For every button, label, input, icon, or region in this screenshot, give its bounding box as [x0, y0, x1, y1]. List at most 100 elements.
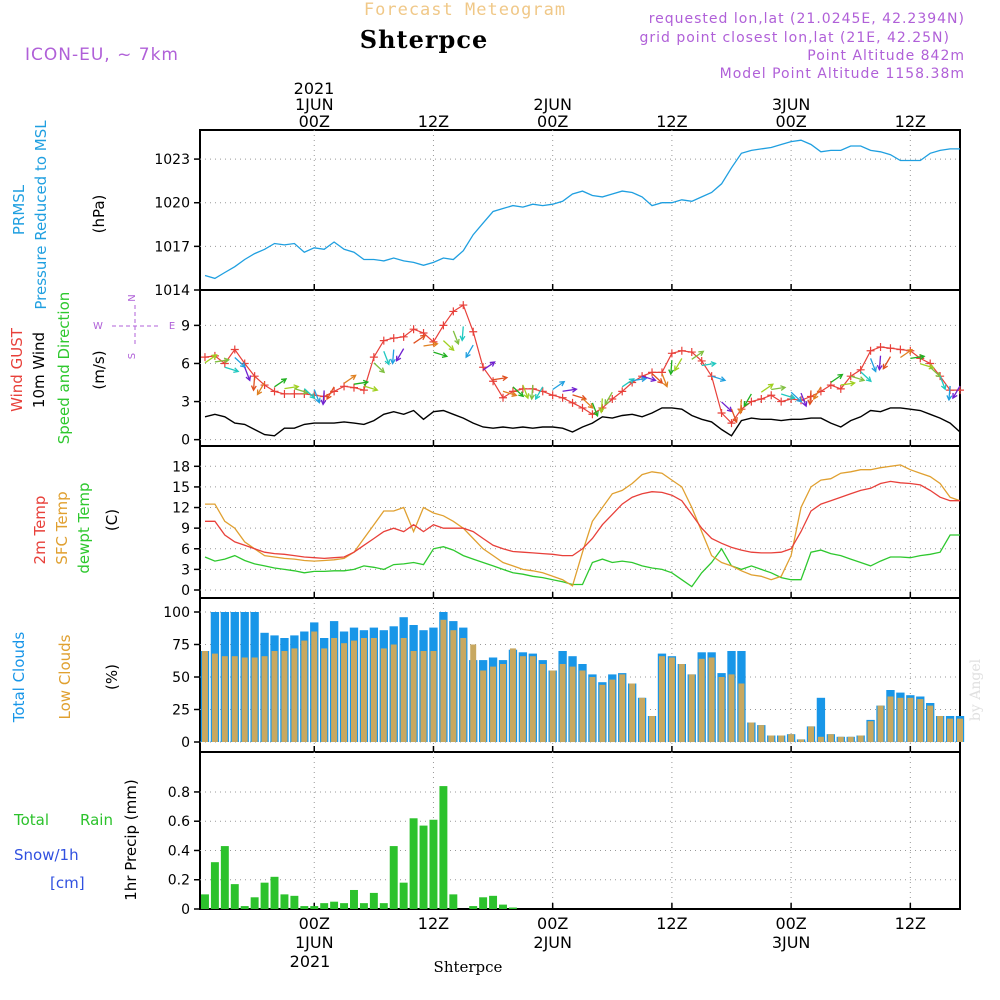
wind-10m-line: [204, 407, 961, 437]
wind-gust-label: Wind GUST: [8, 327, 26, 412]
rain-bar: [260, 882, 269, 909]
wind-arrow-head: [906, 348, 914, 355]
precipitation-ytick-label: 0.6: [168, 814, 190, 830]
wind-arrow-head: [501, 375, 509, 382]
low-cloud-bar: [221, 656, 228, 742]
low-cloud-bar: [410, 651, 417, 742]
temperature-ytick-label: 6: [181, 542, 190, 558]
rain-bar: [320, 903, 329, 909]
top-date-label: 2JUN: [533, 95, 572, 114]
rain-bar: [220, 846, 229, 909]
low-cloud-bar: [877, 705, 884, 742]
wind-arrow: [244, 367, 251, 381]
low-cloud-bar: [529, 656, 536, 742]
precip-unit: 1hr Precip (mm): [122, 779, 140, 900]
rain-bar: [429, 819, 438, 909]
wind-arrow-head: [571, 386, 578, 393]
rain-bar: [359, 903, 368, 909]
low-cloud-bar: [301, 640, 308, 742]
wind-arrow: [396, 348, 405, 362]
low-cloud-bar: [619, 674, 626, 742]
rain-label-total: Total: [13, 811, 49, 829]
panel-precipitation: 0 0.2 0.4 0.6 0.8: [168, 751, 961, 918]
gust-marker: [389, 334, 398, 343]
wind-arrow-head: [657, 378, 664, 384]
wind-arrow: [502, 390, 517, 397]
wind-arrow-head: [662, 381, 669, 388]
wind-arrow: [591, 402, 599, 417]
t2m-label: 2m Temp: [31, 496, 49, 565]
gust-marker: [379, 336, 388, 345]
gust-marker: [856, 365, 865, 374]
wind-arrow-head: [807, 399, 814, 406]
gust-marker: [836, 384, 845, 393]
wind-arrow: [465, 344, 474, 358]
top-year-label: 2021: [294, 79, 335, 98]
wind-arrow: [383, 351, 390, 365]
low-cloud-bar: [509, 648, 516, 742]
pressure-ytick-label: 1017: [154, 239, 190, 255]
wind-arrow: [691, 350, 704, 360]
gust-marker: [896, 345, 905, 354]
gust-marker: [230, 345, 239, 354]
panel-wind: 0 3 6 9: [181, 289, 961, 449]
snow-unit: [cm]: [50, 874, 85, 892]
wind-arrow-head: [580, 394, 588, 401]
precipitation-ytick-label: 0.2: [168, 873, 190, 889]
wind-arrow: [952, 385, 961, 399]
low-cloud-bar: [609, 679, 616, 742]
wind-arrow: [531, 385, 534, 400]
bottom-hour-label: 12Z: [656, 914, 687, 933]
precipitation-ytick-label: 0.4: [168, 843, 190, 859]
rain-bar: [230, 884, 239, 909]
wind-arrow: [313, 389, 320, 403]
wind-arrow: [234, 357, 246, 368]
temperature-ytick-label: 12: [172, 501, 190, 517]
wind-arrow-head: [789, 394, 796, 400]
low-cloud-bar: [857, 735, 864, 742]
temperature-ytick-label: 0: [181, 583, 190, 599]
low-cloud-bar: [291, 648, 298, 742]
wind-arrow: [492, 376, 508, 381]
bottom-date-label: 1JUN: [295, 933, 334, 952]
wind-arrow: [391, 349, 395, 364]
wind-arrow: [661, 373, 668, 387]
wind-arrow: [423, 343, 438, 347]
low-cloud-bar: [231, 656, 238, 742]
wind-arrow: [442, 340, 455, 351]
low-cloud-bar: [778, 735, 785, 742]
low-cloud-bar: [360, 638, 367, 742]
low-cloud-bar: [768, 735, 775, 742]
panels: 1014 1017 1020 1023 0 3 6 9 0 3 6 9 12 15 18 0 25 50 75 100…: [154, 129, 965, 918]
wind-arrow: [512, 386, 524, 397]
gust-marker: [568, 398, 577, 407]
total-clouds-label: Total Clouds: [10, 632, 28, 724]
low-cloud-bar: [420, 651, 427, 742]
low-cloud-bar: [241, 657, 248, 742]
wind-arrow-head: [743, 401, 749, 408]
wind-arrow-head: [420, 334, 427, 341]
rain-bar: [399, 882, 408, 909]
rain-bar: [379, 903, 388, 909]
footer-location: Shterpce: [434, 958, 503, 976]
low-cloud-bar: [639, 697, 646, 742]
low-cloud-bar: [539, 664, 546, 742]
temp-unit: (C): [103, 509, 121, 531]
wind-arrow-head: [389, 358, 396, 365]
gust-marker: [439, 321, 448, 330]
low-cloud-bar: [649, 716, 656, 742]
low-cloud-bar: [450, 630, 457, 742]
gust-marker: [747, 397, 756, 406]
wind-arrow-head: [780, 385, 787, 391]
top-date-label: 3JUN: [772, 95, 811, 114]
rain-bar: [340, 903, 349, 909]
rain-bar: [280, 894, 289, 909]
low-cloud-bar: [957, 718, 963, 742]
low-cloud-bar: [658, 656, 665, 742]
wind-arrow-head: [454, 338, 460, 346]
wind-ytick-label: 9: [181, 318, 190, 334]
wind-arrow: [252, 376, 256, 391]
wind-arrow: [572, 394, 587, 400]
gust-marker: [697, 356, 706, 365]
top-hour-label: 12Z: [895, 112, 926, 131]
